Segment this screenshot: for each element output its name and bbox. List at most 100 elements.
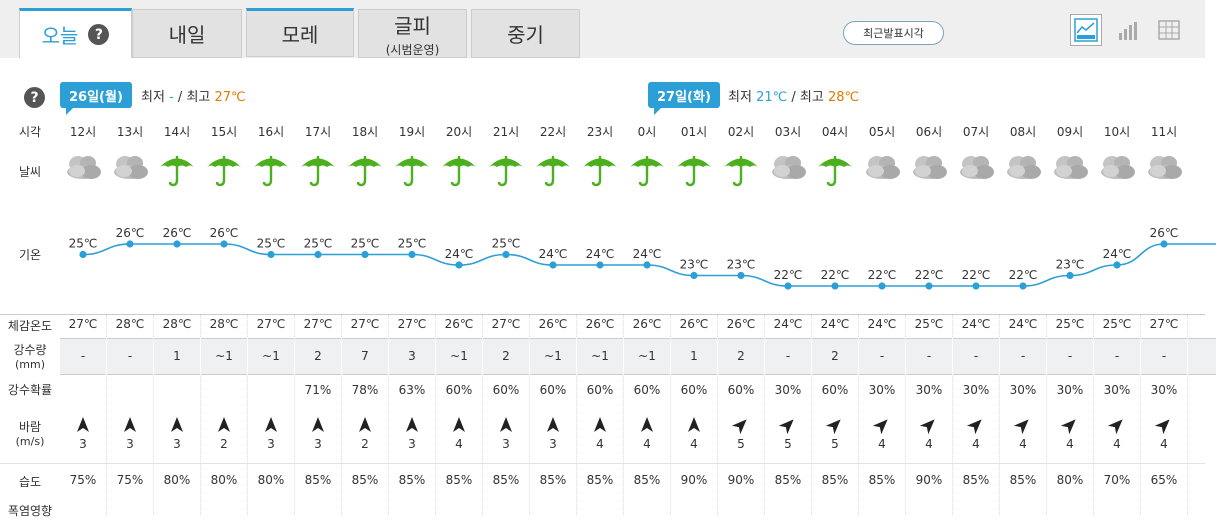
column-divider bbox=[1140, 315, 1141, 515]
help-icon[interactable]: ? bbox=[88, 24, 110, 45]
max-label: 최고 bbox=[186, 90, 211, 105]
recent-release-button[interactable]: 최근발표시각 bbox=[843, 21, 944, 45]
humidity-value: 80% bbox=[1056, 473, 1084, 487]
humidity-value: 85% bbox=[445, 473, 473, 487]
temperature-point bbox=[784, 282, 792, 290]
wind-speed: 5 bbox=[737, 437, 745, 451]
row-label-precip: 강수량 bbox=[13, 343, 47, 357]
hour-time: 13시 bbox=[116, 125, 144, 139]
tab-tomorrow-label: 내일 bbox=[168, 23, 206, 47]
precip-amount: 1 bbox=[173, 349, 181, 363]
precip-divider bbox=[811, 338, 812, 375]
cloud-icon bbox=[768, 152, 808, 187]
temperature-point bbox=[361, 250, 369, 259]
temperature-point bbox=[831, 282, 839, 290]
temperature-point bbox=[596, 261, 604, 269]
temperature-point bbox=[502, 250, 510, 259]
humidity-value: 75% bbox=[116, 473, 144, 487]
precip-divider bbox=[388, 338, 389, 375]
max-temp: 27℃ bbox=[214, 90, 246, 105]
wind-arrow-icon bbox=[1013, 417, 1030, 436]
humidity-value: 80% bbox=[257, 473, 285, 487]
precip-divider bbox=[341, 338, 342, 375]
precip-amount: - bbox=[1161, 349, 1167, 363]
temperature-label: 25℃ bbox=[69, 237, 98, 251]
tab-third-day[interactable]: 글피 (시범운영) bbox=[358, 9, 467, 58]
umbrella-icon bbox=[439, 152, 479, 191]
precip-divider bbox=[482, 338, 483, 375]
wind-speed: 3 bbox=[173, 437, 181, 451]
temperature-label: 23℃ bbox=[727, 258, 756, 272]
tab-bar: 오늘? 내일 모레 글피 (시범운영) 중기 최근발표시각 bbox=[0, 0, 1205, 58]
precip-amount: - bbox=[1020, 349, 1026, 363]
humidity-value: 70% bbox=[1103, 473, 1131, 487]
precip-amount: - bbox=[879, 349, 885, 363]
precip-probability: 30% bbox=[868, 383, 896, 397]
humidity-value: 85% bbox=[774, 473, 802, 487]
table-help-icon[interactable]: ? bbox=[24, 87, 45, 108]
hour-time: 11시 bbox=[1150, 125, 1178, 139]
tab-today[interactable]: 오늘? bbox=[19, 8, 132, 58]
temperature-point bbox=[455, 261, 463, 269]
precip-divider bbox=[1093, 338, 1094, 375]
column-divider bbox=[200, 315, 201, 515]
precip-probability: 30% bbox=[1150, 383, 1178, 397]
precip-probability: 71% bbox=[304, 383, 332, 397]
wind-speed: 4 bbox=[455, 437, 463, 451]
temperature-label: 22℃ bbox=[962, 268, 991, 282]
wind-arrow-icon bbox=[687, 417, 701, 436]
tab-day-after[interactable]: 모레 bbox=[246, 8, 354, 57]
precip-divider bbox=[1046, 338, 1047, 375]
bar-view-icon[interactable] bbox=[1112, 14, 1144, 46]
precip-band bbox=[60, 338, 1216, 375]
precip-divider bbox=[1140, 338, 1141, 375]
table-view-icon[interactable] bbox=[1153, 14, 1185, 46]
temperature-label: 25℃ bbox=[257, 237, 286, 251]
temperature-label: 26℃ bbox=[116, 226, 145, 240]
column-divider bbox=[576, 315, 577, 515]
wind-arrow-icon bbox=[358, 417, 372, 436]
humidity-value: 75% bbox=[69, 473, 97, 487]
feels-like: 26℃ bbox=[632, 317, 662, 331]
wind-arrow-icon bbox=[217, 417, 231, 436]
wind-arrow-icon bbox=[1154, 417, 1171, 436]
temperature-label: 22℃ bbox=[868, 268, 897, 282]
temperature-label: 26℃ bbox=[1150, 226, 1179, 240]
precip-amount: ~1 bbox=[544, 349, 562, 363]
temperature-label: 24℃ bbox=[539, 247, 568, 261]
hour-time: 05시 bbox=[868, 125, 896, 139]
temperature-point bbox=[643, 261, 651, 269]
tab-tomorrow[interactable]: 내일 bbox=[132, 9, 242, 58]
feels-like: 27℃ bbox=[1149, 317, 1179, 331]
precip-divider bbox=[200, 338, 201, 375]
tab-midterm[interactable]: 중기 bbox=[471, 9, 580, 58]
precip-amount: ~1 bbox=[591, 349, 609, 363]
umbrella-icon bbox=[157, 152, 197, 191]
temperature-label: 22℃ bbox=[1009, 268, 1038, 282]
temperature-point bbox=[972, 282, 980, 290]
feels-like: 24℃ bbox=[867, 317, 897, 331]
precip-divider bbox=[717, 338, 718, 375]
min-label: 최저 bbox=[728, 90, 752, 105]
temperature-point bbox=[1160, 240, 1168, 248]
precip-probability: 30% bbox=[962, 383, 990, 397]
humidity-value: 85% bbox=[351, 473, 379, 487]
wind-speed: 3 bbox=[408, 437, 416, 451]
graph-view-icon[interactable] bbox=[1070, 14, 1102, 46]
feels-like: 27℃ bbox=[397, 317, 427, 331]
umbrella-icon bbox=[815, 152, 855, 191]
humidity-value: 85% bbox=[633, 473, 661, 487]
column-divider bbox=[341, 315, 342, 515]
column-divider bbox=[623, 315, 624, 515]
column-divider bbox=[294, 315, 295, 515]
column-divider bbox=[106, 315, 107, 515]
feels-like: 27℃ bbox=[68, 317, 98, 331]
humidity-value: 65% bbox=[1150, 473, 1178, 487]
precip-amount: 2 bbox=[314, 349, 322, 363]
temperature-point bbox=[737, 271, 745, 280]
day-tag-26: 26일(월) bbox=[60, 82, 132, 115]
humidity-value: 80% bbox=[210, 473, 238, 487]
precip-amount: ~1 bbox=[450, 349, 468, 363]
feels-like: 24℃ bbox=[820, 317, 850, 331]
temperature-line bbox=[82, 243, 1216, 287]
